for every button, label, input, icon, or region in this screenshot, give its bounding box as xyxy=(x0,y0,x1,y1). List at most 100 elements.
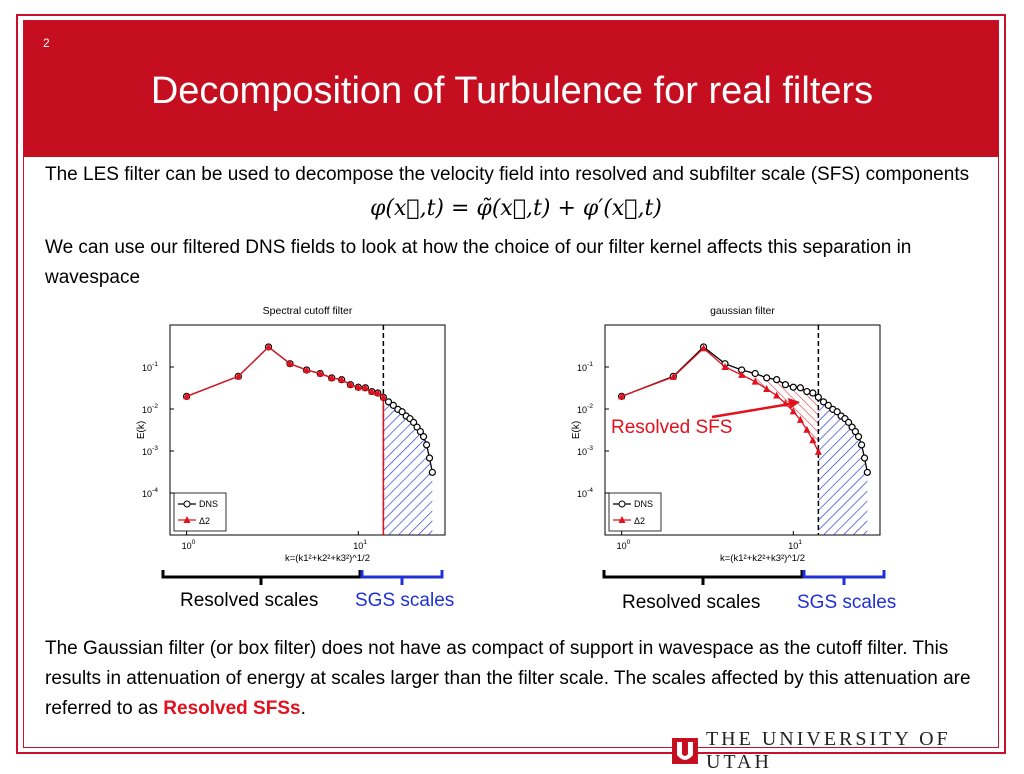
filtered-point xyxy=(814,447,822,455)
conclusion-end: . xyxy=(300,698,306,719)
filtered-point xyxy=(374,389,382,397)
dns-point xyxy=(389,401,397,409)
conclusion-text: The Gaussian filter (or box filter) does… xyxy=(45,638,971,719)
dns-point xyxy=(781,381,790,389)
resolved-sfs-highlight: Resolved SFSs xyxy=(163,698,301,719)
gaussian-filter-chart: gaussian filter 10-1 10-2 10-3 10-4 100 101 E(k… xyxy=(565,298,895,568)
sgs-brace-right xyxy=(802,570,886,585)
filtered-point xyxy=(773,391,781,399)
legend-dns-label: DNS xyxy=(199,499,218,509)
filtered-point xyxy=(303,365,311,373)
conclusion-paragraph: The Gaussian filter (or box filter) does… xyxy=(45,634,995,724)
filtered-point xyxy=(803,425,811,433)
dns-point xyxy=(422,441,431,449)
resolved-sfs-annotation: Resolved SFS xyxy=(611,417,733,438)
filtered-point xyxy=(368,387,376,395)
dns-point xyxy=(844,418,853,426)
resolved-brace-right xyxy=(602,570,804,585)
sgs-scales-label-left: SGS scales xyxy=(355,590,455,611)
dns-point xyxy=(860,454,869,462)
cutoff-filter-plot: Spectral cutoff filter 10-1 10-2 10-3 10-4 10… xyxy=(136,305,446,564)
slide-title: Decomposition of Turbulence for real fil… xyxy=(150,70,874,112)
chart-title: gaussian filter xyxy=(710,305,775,317)
gaussian-filter-plot: gaussian filter 10-1 10-2 10-3 10-4 100 101 E(k… xyxy=(571,305,881,564)
x-tick-label: 101 xyxy=(353,539,367,551)
filtered-point xyxy=(379,393,387,401)
filtered-point xyxy=(669,372,677,380)
filtered-point xyxy=(361,383,369,391)
filtered-point xyxy=(721,363,729,370)
filtered-point xyxy=(354,383,362,391)
dns-point xyxy=(814,393,822,401)
dns-point xyxy=(854,433,863,441)
filtered-point xyxy=(796,415,804,423)
resolved-sfs-arrow xyxy=(711,398,800,419)
slide-inner-border xyxy=(23,20,999,748)
filtered-point xyxy=(618,392,626,400)
legend-dns-marker xyxy=(618,500,626,508)
y-tick-label: 10-4 xyxy=(577,487,593,499)
x-axis-label: k=(k1²+k2²+k3²)^1/2 xyxy=(720,553,805,564)
dns-point xyxy=(409,418,418,426)
scale-braces xyxy=(161,570,886,585)
dns-point xyxy=(428,468,436,476)
dns-point xyxy=(819,398,828,406)
dns-point xyxy=(824,401,832,409)
sgs-scales-label-right: SGS scales xyxy=(797,592,897,613)
dns-point xyxy=(425,454,434,462)
dns-point xyxy=(803,387,811,396)
x-tick-label: 101 xyxy=(788,539,802,551)
filtered-point xyxy=(751,377,759,385)
y-tick-label: 10-1 xyxy=(577,361,593,373)
legend-filter-label: Δ2 xyxy=(199,516,210,526)
dns-point xyxy=(809,389,817,397)
resolved-scales-label-right: Resolved scales xyxy=(622,592,761,613)
legend-filter-marker xyxy=(183,516,191,523)
y-tick-label: 10-1 xyxy=(142,361,158,373)
y-tick-label: 10-3 xyxy=(142,445,158,457)
university-name: THE UNIVERSITY OF UTAH xyxy=(705,728,951,773)
legend-dns-label: DNS xyxy=(634,499,653,509)
dns-point xyxy=(416,427,424,436)
x-axis-label: k=(k1²+k2²+k3²)^1/2 xyxy=(285,553,370,564)
filtered-point xyxy=(234,372,242,380)
filtered-point xyxy=(316,369,324,377)
legend-box xyxy=(608,492,662,532)
filtered-point xyxy=(789,407,797,415)
filter-paragraph: We can use our filtered DNS fields to lo… xyxy=(45,237,912,288)
y-tick-label: 10-3 xyxy=(577,445,593,457)
x-tick-label: 100 xyxy=(182,539,196,551)
y-tick-label: 10-2 xyxy=(577,403,593,415)
filtered-point xyxy=(700,344,708,352)
decomposition-equation: φ(x⃗,t) = φ̃(x⃗,t) + φ′(x⃗,t) xyxy=(370,196,662,221)
sgs-brace-left xyxy=(360,570,444,585)
resolved-scales-label-left: Resolved scales xyxy=(180,590,319,611)
legend-box xyxy=(173,492,227,532)
y-tick-label: 10-2 xyxy=(142,403,158,415)
dns-point xyxy=(384,398,393,406)
dns-point xyxy=(789,383,797,391)
filtered-point xyxy=(265,342,273,350)
filtered-point xyxy=(809,436,817,444)
legend-filter-label: Δ2 xyxy=(634,516,645,526)
cutoff-filter-chart: Spectral cutoff filter 10-1 10-2 10-3 10-4 10… xyxy=(130,298,460,568)
dns-point xyxy=(773,376,781,384)
filtered-point xyxy=(338,375,346,383)
y-axis-label: E(k) xyxy=(136,421,147,439)
filtered-point xyxy=(286,359,294,367)
dns-point xyxy=(863,468,871,476)
dns-point xyxy=(833,408,841,416)
dns-point xyxy=(398,408,406,416)
filtered-point xyxy=(328,373,336,381)
filtered-point xyxy=(183,392,191,400)
legend-filter-marker xyxy=(618,516,626,523)
filtered-point xyxy=(763,384,771,392)
dns-point xyxy=(763,374,771,382)
dns-point xyxy=(851,427,859,436)
filtered-point xyxy=(346,380,354,388)
university-logo: THE UNIVERSITY OF UTAH xyxy=(672,728,1024,773)
intro-paragraph: The LES filter can be used to decompose … xyxy=(45,164,970,185)
filtered-point xyxy=(738,370,746,378)
y-axis-label: E(k) xyxy=(571,421,582,439)
dns-point xyxy=(796,384,804,392)
